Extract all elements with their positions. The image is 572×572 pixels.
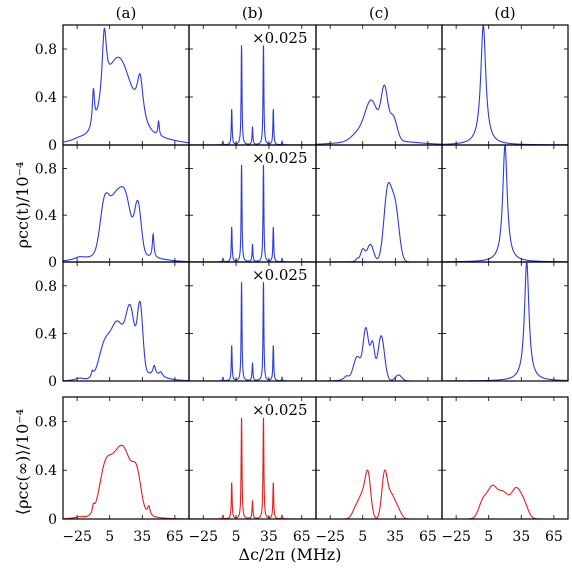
panel-r2-c0: 0 0.4 0.8 xyxy=(35,261,190,390)
y-axis-title-bottom: ⟨ρcc(∞)⟩/10⁻⁴ xyxy=(13,409,32,515)
panel-r0-c0: 0 0.4 0.8 xyxy=(35,24,190,154)
x-tick-label: 5 xyxy=(358,529,367,545)
series-line-r0-c2 xyxy=(316,84,442,145)
series-line-r3-c2 xyxy=(316,469,442,519)
x-tick-label: 5 xyxy=(105,529,114,545)
column-label: (a) xyxy=(116,4,137,22)
panel-r0-c3 xyxy=(441,24,569,146)
panel-frame xyxy=(315,24,443,146)
series-line-r0-c0 xyxy=(63,27,189,144)
y-tick-label: 0.4 xyxy=(35,326,57,342)
series-line-r0-c3 xyxy=(442,25,568,145)
series-line-r1-c1 xyxy=(189,164,316,262)
panel-r2-c1: ×0.025 xyxy=(188,261,317,382)
series-line-r1-c0 xyxy=(63,186,189,262)
panel-frame xyxy=(62,24,190,146)
y-tick-label: 0.8 xyxy=(35,161,57,177)
multiplier-label: ×0.025 xyxy=(252,29,308,47)
y-tick-label: 0.8 xyxy=(35,279,57,295)
x-tick-label: 35 xyxy=(260,529,278,545)
panel-r3-c0: 0 0.4 0.8 −25 5 35 65 xyxy=(35,396,190,545)
panel-frame xyxy=(62,261,190,382)
panel-frame xyxy=(315,144,443,263)
column-label: (c) xyxy=(369,4,389,22)
panel-r3-c2: −25 5 35 65 xyxy=(315,396,443,545)
y-tick-label: 0 xyxy=(48,138,57,154)
panel-r3-c3: −25 5 35 65 xyxy=(441,396,569,545)
y-tick-label: 0.4 xyxy=(35,208,57,224)
x-tick-label: 65 xyxy=(166,529,184,545)
panel-frame xyxy=(315,261,443,382)
panel-r3-c1: ×0.025 −25 5 35 65 xyxy=(188,396,317,545)
x-tick-label: −25 xyxy=(62,529,92,545)
panel-frame xyxy=(441,144,569,263)
series-line-r0-c1 xyxy=(189,45,316,145)
series-line-r3-c0 xyxy=(63,444,189,519)
panel-frame xyxy=(441,261,569,382)
multiplier-label: ×0.025 xyxy=(252,149,308,167)
panel-r2-c2 xyxy=(315,261,443,382)
panel-r0-c1: ×0.025 xyxy=(188,24,317,146)
x-tick-label: 35 xyxy=(133,529,151,545)
panel-r1-c2 xyxy=(315,144,443,263)
panel-r2-c3 xyxy=(441,261,569,382)
series-line-r2-c1 xyxy=(189,282,316,381)
series-line-r1-c2 xyxy=(316,181,442,262)
series-line-r3-c1 xyxy=(189,417,316,519)
panel-r1-c0: 0 0.4 0.8 xyxy=(35,144,190,271)
y-tick-label: 0.8 xyxy=(35,414,57,430)
y-tick-label: 0 xyxy=(48,512,57,528)
column-label: (d) xyxy=(494,4,515,22)
series-line-r3-c3 xyxy=(442,484,568,519)
x-tick-label: −25 xyxy=(315,529,345,545)
series-line-r2-c3 xyxy=(442,262,568,381)
x-tick-label: 65 xyxy=(293,529,311,545)
multiplier-label: ×0.025 xyxy=(252,401,308,419)
panel-r1-c3 xyxy=(441,144,569,263)
panel-frame xyxy=(441,24,569,146)
panel-frame xyxy=(315,396,443,520)
y-tick-label: 0.4 xyxy=(35,463,57,479)
y-tick-label: 0 xyxy=(48,374,57,390)
panel-r1-c1: ×0.025 xyxy=(188,144,317,263)
panel-frame xyxy=(62,396,190,520)
x-tick-label: 5 xyxy=(232,529,241,545)
multiplier-label: ×0.025 xyxy=(252,266,308,284)
column-label: (b) xyxy=(242,4,263,22)
y-tick-label: 0.4 xyxy=(35,90,57,106)
panel-r0-c2 xyxy=(315,24,443,146)
x-tick-label: 5 xyxy=(484,529,493,545)
panel-frame xyxy=(62,144,190,263)
series-line-r2-c2 xyxy=(316,326,442,381)
x-tick-label: 65 xyxy=(545,529,563,545)
x-tick-label: 65 xyxy=(419,529,437,545)
panel-frame xyxy=(441,396,569,520)
series-line-r1-c3 xyxy=(442,145,568,262)
x-tick-label: −25 xyxy=(441,529,471,545)
y-tick-label: 0.8 xyxy=(35,42,57,58)
x-tick-label: 35 xyxy=(386,529,404,545)
x-axis-title: Δc/2π (MHz) xyxy=(239,545,342,564)
series-line-r2-c0 xyxy=(63,300,189,381)
x-tick-label: 35 xyxy=(512,529,530,545)
y-tick-label: 0 xyxy=(48,255,57,271)
x-tick-label: −25 xyxy=(188,529,218,545)
y-axis-title-top: ρcc(t)/10⁻⁴ xyxy=(13,162,32,249)
